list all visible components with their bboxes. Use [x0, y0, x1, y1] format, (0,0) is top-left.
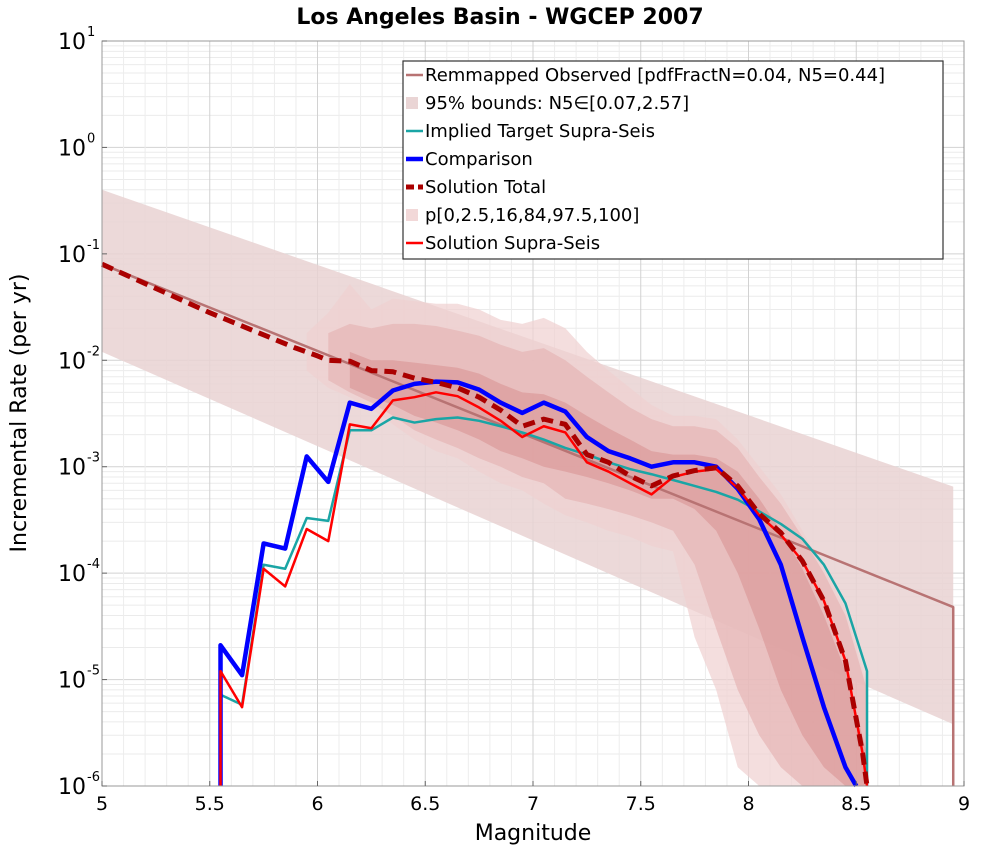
- y-tick-exponent: 1: [87, 25, 95, 40]
- legend-label-0: Remmapped Observed [pdfFractN=0.04, N5=0…: [425, 65, 885, 86]
- x-tick-label: 7: [527, 793, 539, 815]
- y-tick-exponent: -4: [87, 557, 100, 572]
- y-tick-base: 10: [58, 243, 86, 268]
- y-tick-exponent: -3: [87, 451, 100, 466]
- y-tick-exponent: 0: [87, 131, 95, 146]
- y-tick-base: 10: [58, 775, 86, 800]
- band-2: [328, 323, 868, 786]
- x-axis-label: Magnitude: [475, 821, 592, 846]
- y-tick-base: 10: [58, 456, 86, 481]
- x-tick-label: 8: [742, 793, 754, 815]
- x-tick-label: 5: [96, 793, 108, 815]
- x-tick-label: 6.5: [410, 793, 440, 815]
- series-line-2: [218, 379, 859, 788]
- y-tick-base: 10: [58, 669, 86, 694]
- y-tick-exponent: -6: [87, 770, 100, 785]
- legend: Remmapped Observed [pdfFractN=0.04, N5=0…: [402, 60, 944, 260]
- bands-group: [102, 189, 954, 786]
- y-tick-base: 10: [58, 136, 86, 161]
- series-line-0: [101, 263, 955, 786]
- legend-swatch-1: [406, 97, 418, 109]
- x-tick-label: 6: [311, 793, 323, 815]
- legend-label-3: Comparison: [425, 149, 533, 170]
- legend-label-6: Solution Supra-Seis: [425, 233, 600, 254]
- series-group: [100, 261, 955, 788]
- y-tick-exponent: -1: [87, 238, 100, 253]
- y-axis-label: Incremental Rate (per yr): [7, 274, 32, 553]
- legend-label-1: 95% bounds: N5∈[0.07,2.57]: [425, 93, 689, 114]
- y-tick-exponent: -2: [87, 344, 100, 359]
- x-tick-label: 8.5: [841, 793, 871, 815]
- y-tick-exponent: -5: [87, 664, 100, 679]
- band-3: [349, 351, 868, 786]
- legend-label-4: Solution Total: [425, 177, 546, 198]
- legend-box: [402, 60, 944, 260]
- series-line-4: [100, 261, 870, 787]
- y-tick-base: 10: [58, 562, 86, 587]
- legend-label-5: p[0,2.5,16,84,97.5,100]: [425, 205, 639, 226]
- y-tick-base: 10: [58, 30, 86, 55]
- series-line-1: [219, 416, 869, 786]
- x-tick-label: 5.5: [195, 793, 225, 815]
- legend-label-2: Implied Target Supra-Seis: [425, 121, 655, 142]
- y-tick-base: 10: [58, 349, 86, 374]
- x-ticks: 5 5.5 6 6.5 7 7.5 8 8.5 9: [96, 781, 970, 815]
- legend-swatch-5: [406, 209, 418, 221]
- chart-title: Los Angeles Basin - WGCEP 2007: [296, 5, 703, 30]
- x-tick-label: 9: [958, 793, 970, 815]
- x-tick-label: 7.5: [626, 793, 656, 815]
